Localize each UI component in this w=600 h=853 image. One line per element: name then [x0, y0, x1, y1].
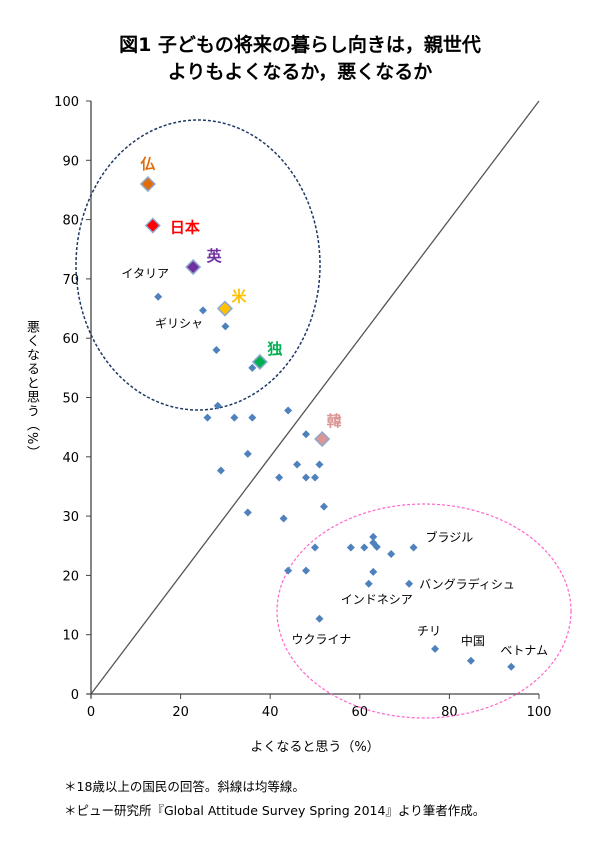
data-point: [431, 644, 440, 653]
highlighted-point: [216, 300, 234, 317]
highlighted-point-label: 仏: [140, 155, 155, 173]
data-point: [315, 460, 324, 469]
data-point: [302, 473, 311, 482]
data-point: [284, 566, 293, 575]
chart-title-line2: よりもよくなるか，悪くなるか: [167, 61, 433, 83]
highlighted-point: [185, 258, 202, 276]
data-point: [319, 502, 328, 511]
data-point: [311, 473, 319, 482]
data-point: [372, 542, 381, 551]
data-point: [405, 579, 414, 588]
data-point: [213, 401, 222, 410]
y-tick-label: 10: [62, 629, 79, 644]
point-label: ウクライナ: [291, 633, 351, 647]
footnote-2: ＊ピュー研究所『Global Attitude Survey Spring 20…: [64, 803, 486, 818]
point-label: チリ: [417, 624, 441, 638]
data-point: [199, 306, 207, 315]
highlighted-point: [144, 217, 161, 234]
y-tick-label: 70: [62, 273, 79, 288]
highlighted-point: [251, 353, 268, 370]
y-tick-label: 60: [62, 332, 79, 347]
point-label: バングラディシュ: [419, 577, 515, 592]
data-point: [221, 322, 230, 331]
highlighted-point: [139, 175, 156, 193]
highlighted-point: [314, 430, 331, 448]
optimistic-group-ellipse: [276, 503, 572, 719]
data-point: [369, 532, 378, 541]
x-axis-label: よくなると思う（%）: [250, 740, 380, 755]
data-point: [315, 614, 324, 623]
chart-title-line1: 図1 子どもの将来の暮らし向きは，親世代: [119, 34, 481, 56]
data-point: [230, 413, 239, 422]
x-tick-label: 20: [172, 705, 189, 720]
highlighted-point-label: 英: [207, 247, 223, 265]
data-point: [243, 508, 252, 517]
highlighted-point-label: 独: [267, 340, 282, 358]
x-tick-label: 80: [441, 705, 458, 720]
data-point: [243, 449, 252, 458]
x-tick-label: 0: [87, 705, 95, 720]
data-point: [387, 550, 396, 559]
x-tick-label: 100: [527, 705, 552, 720]
point-label: ブラジル: [426, 530, 474, 545]
highlighted-point-label: 米: [231, 288, 247, 306]
data-point: [302, 430, 311, 439]
data-point: [275, 473, 284, 482]
data-point: [203, 413, 212, 422]
data-point: [364, 579, 373, 588]
footnote-1: ＊18歳以上の国民の回答。斜線は均等線。: [64, 779, 305, 794]
data-point: [302, 566, 311, 575]
data-point: [284, 406, 293, 415]
data-point: [369, 567, 378, 576]
y-tick-label: 100: [54, 95, 79, 110]
data-point: [248, 413, 257, 422]
y-tick-label: 0: [71, 688, 79, 703]
y-axis-label: 悪くなると思う（%）: [24, 320, 39, 460]
data-point: [466, 656, 475, 665]
point-label: ベトナム: [500, 644, 548, 658]
y-tick-label: 30: [62, 510, 79, 525]
data-point: [311, 543, 319, 552]
data-point: [279, 514, 288, 523]
y-tick-label: 50: [62, 392, 79, 407]
x-tick-label: 40: [262, 705, 279, 720]
point-label: イタリア: [121, 267, 169, 281]
point-label: 中国: [461, 633, 485, 648]
data-point: [507, 662, 516, 671]
equality-line: [90, 100, 540, 695]
y-tick-label: 40: [62, 451, 79, 466]
pessimistic-group-ellipse: [75, 119, 321, 411]
data-point: [212, 346, 221, 355]
highlighted-point-label: 日本: [170, 219, 200, 237]
data-point: [293, 460, 302, 469]
data-point: [409, 543, 418, 552]
data-point: [248, 363, 257, 372]
highlighted-point-label: 韓: [327, 412, 342, 430]
point-label: ギリシャ: [155, 316, 203, 330]
point-label: インドネシア: [341, 593, 413, 607]
y-tick-label: 20: [62, 569, 79, 584]
data-point: [216, 466, 225, 475]
y-tick-label: 80: [62, 214, 79, 229]
y-tick-label: 90: [62, 154, 79, 169]
data-point: [346, 543, 355, 552]
data-point: [360, 543, 369, 552]
data-point: [154, 292, 163, 301]
